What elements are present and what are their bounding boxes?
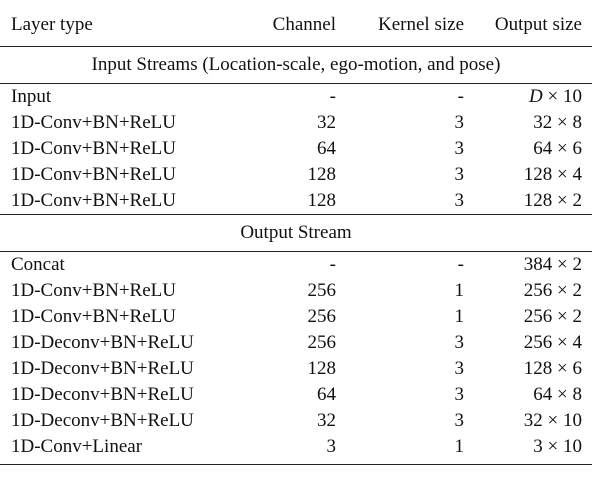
- cell-output-size: 256 × 2: [523, 280, 582, 301]
- cell-channel: 128: [307, 358, 337, 379]
- cell-output-size: 64 × 8: [533, 384, 582, 405]
- cell-kernel-size: 3: [454, 164, 465, 185]
- cell-kernel-size: 3: [454, 332, 465, 353]
- section-title: Output Stream: [0, 214, 592, 252]
- architecture-table: Layer type Channel Kernel size Output si…: [0, 4, 592, 465]
- header-row: Layer type Channel Kernel size Output si…: [0, 4, 592, 47]
- table-row: 1D-Conv+BN+ReLU 32 3 32 × 8: [0, 110, 592, 136]
- cell-channel: 3: [236, 434, 336, 465]
- cell-channel: 128: [307, 164, 337, 185]
- cell-kernel-size: 1: [336, 434, 464, 465]
- cell-layer-type: 1D-Conv+BN+ReLU: [11, 190, 176, 211]
- cell-channel: 128: [307, 190, 337, 211]
- cell-kernel-size: 3: [454, 384, 465, 405]
- cell-layer-type: 1D-Deconv+BN+ReLU: [11, 332, 194, 353]
- cell-layer-type: Input: [0, 83, 236, 110]
- cell-output-size: 32 × 10: [523, 410, 582, 431]
- cell-kernel-size: 1: [454, 306, 465, 327]
- cell-channel: -: [236, 83, 336, 110]
- table-row: 1D-Deconv+BN+ReLU 64 3 64 × 8: [0, 382, 592, 408]
- cell-kernel-size: 3: [454, 190, 465, 211]
- cell-output-size: 256 × 4: [523, 332, 582, 353]
- cell-output-size: 128 × 2: [523, 190, 582, 211]
- cell-layer-type: 1D-Conv+BN+ReLU: [11, 280, 176, 301]
- cell-output-size: 64 × 6: [533, 138, 582, 159]
- cell-output-size: 256 × 2: [523, 306, 582, 327]
- cell-output-size: 384 × 2: [464, 251, 592, 278]
- cell-kernel-size: 3: [454, 112, 465, 133]
- header-layer-type: Layer type: [11, 14, 93, 35]
- header-kernel-size: Kernel size: [378, 14, 464, 35]
- cell-layer-type: 1D-Deconv+BN+ReLU: [11, 384, 194, 405]
- cell-layer-type: 1D-Conv+BN+ReLU: [11, 112, 176, 133]
- cell-layer-type: 1D-Deconv+BN+ReLU: [11, 358, 194, 379]
- cell-output-size: D × 10: [464, 83, 592, 110]
- cell-channel: 256: [307, 306, 337, 327]
- cell-layer-type: Concat: [0, 251, 236, 278]
- header-channel: Channel: [272, 14, 336, 35]
- cell-channel: 64: [317, 138, 336, 159]
- cell-layer-type: 1D-Conv+BN+ReLU: [11, 306, 176, 327]
- cell-channel: 256: [307, 280, 337, 301]
- section-title: Input Streams (Location-scale, ego-motio…: [0, 46, 592, 84]
- cell-kernel-size: 3: [454, 358, 465, 379]
- table-row: 1D-Conv+BN+ReLU 128 3 128 × 2: [0, 188, 592, 215]
- cell-channel: 256: [307, 332, 337, 353]
- cell-kernel-size: 1: [454, 280, 465, 301]
- cell-layer-type: 1D-Deconv+BN+ReLU: [11, 410, 194, 431]
- cell-layer-type: 1D-Conv+BN+ReLU: [11, 164, 176, 185]
- cell-output-size: 128 × 4: [523, 164, 582, 185]
- section-header-row: Input Streams (Location-scale, ego-motio…: [0, 46, 592, 84]
- table-row: 1D-Conv+BN+ReLU 128 3 128 × 4: [0, 162, 592, 188]
- cell-channel: 32: [317, 112, 336, 133]
- cell-kernel-size: -: [336, 251, 464, 278]
- cell-channel: 64: [317, 384, 336, 405]
- cell-output-size: 32 × 8: [533, 112, 582, 133]
- table-row: 1D-Deconv+BN+ReLU 256 3 256 × 4: [0, 330, 592, 356]
- math-symbol: D: [529, 86, 543, 107]
- cell-output-size: 128 × 6: [523, 358, 582, 379]
- table-row: 1D-Deconv+BN+ReLU 128 3 128 × 6: [0, 356, 592, 382]
- table-row: 1D-Conv+BN+ReLU 64 3 64 × 6: [0, 136, 592, 162]
- cell-kernel-size: 3: [454, 410, 465, 431]
- table-row: Input - - D × 10: [0, 83, 592, 110]
- cell-layer-type: 1D-Conv+BN+ReLU: [11, 138, 176, 159]
- cell-layer-type: 1D-Conv+Linear: [0, 434, 236, 465]
- table-row: 1D-Conv+Linear 3 1 3 × 10: [0, 434, 592, 465]
- cell-kernel-size: 3: [454, 138, 465, 159]
- table-row: 1D-Conv+BN+ReLU 256 1 256 × 2: [0, 278, 592, 304]
- table-row: Concat - -384 × 2: [0, 251, 592, 278]
- section-header-row: Output Stream: [0, 214, 592, 252]
- cell-kernel-size: -: [336, 83, 464, 110]
- header-output-size: Output size: [494, 14, 582, 35]
- cell-output-size: 3 × 10: [464, 434, 592, 465]
- table-row: 1D-Deconv+BN+ReLU 32 3 32 × 10: [0, 408, 592, 434]
- table-row: 1D-Conv+BN+ReLU 256 1 256 × 2: [0, 304, 592, 330]
- cell-channel: 32: [317, 410, 336, 431]
- cell-channel: -: [236, 251, 336, 278]
